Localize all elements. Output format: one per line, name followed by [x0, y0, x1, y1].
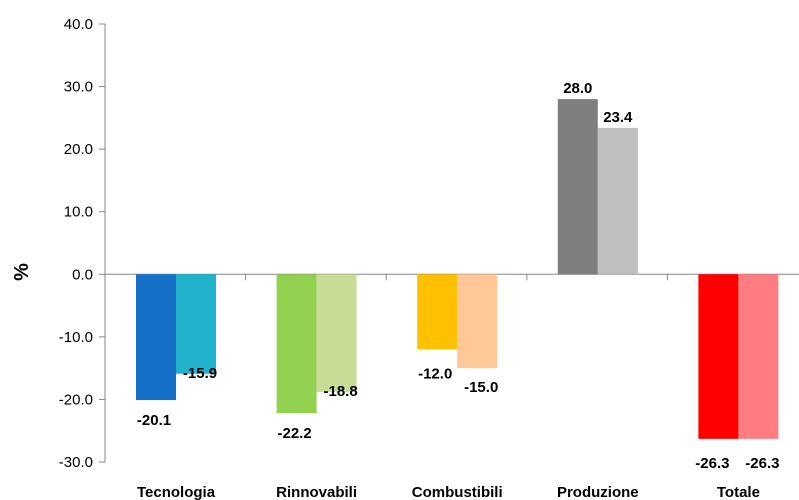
- data-label: -26.3: [745, 455, 779, 472]
- bar-totale-1: [698, 274, 739, 439]
- y-tick-label: 30.0: [64, 79, 93, 96]
- bar-tecnologia-2: [176, 274, 216, 374]
- y-tick-label: -10.0: [59, 329, 93, 346]
- bar-tecnologia-1: [136, 274, 176, 401]
- bars-group: [136, 99, 779, 439]
- x-tick-label: Rinnovabili: [276, 484, 357, 500]
- data-label: 23.4: [603, 109, 633, 126]
- axes: % 40.0 30.0 20.0 10.0 0.0 -10.0 -20.0 -30.0: [11, 16, 799, 471]
- data-label: -20.1: [137, 412, 171, 429]
- data-label: -12.0: [418, 365, 452, 382]
- data-labels-group: Tecnologia -20.1 -15.9 Rinnovabili -22.2 -18.…: [137, 80, 780, 500]
- x-tick-label: Combustibili: [412, 484, 503, 500]
- y-tick-label: 10.0: [64, 204, 93, 221]
- x-tick-label: Produzione: [557, 484, 639, 500]
- bar-totale-2: [738, 274, 779, 439]
- y-axis-title: %: [11, 263, 33, 281]
- y-tick-label: -20.0: [59, 391, 93, 408]
- bar-rinnovabili-1: [276, 274, 317, 414]
- y-tick-label: 20.0: [64, 141, 93, 158]
- data-label: -26.3: [695, 455, 729, 472]
- data-label: -15.9: [183, 365, 217, 382]
- data-label: 28.0: [563, 80, 592, 97]
- bar-produzione-2: [597, 127, 638, 275]
- y-tick-label: 40.0: [64, 16, 93, 33]
- bar-combustibili-1: [417, 274, 458, 350]
- bar-rinnovabili-2: [316, 274, 357, 392]
- bar-produzione-1: [557, 99, 598, 275]
- x-tick-label: Tecnologia: [137, 484, 216, 500]
- data-label: -22.2: [277, 425, 311, 442]
- y-tick-label: 0.0: [72, 266, 93, 283]
- data-label: -15.0: [464, 379, 498, 396]
- y-tick-label: -30.0: [59, 454, 93, 471]
- bar-combustibili-2: [457, 274, 498, 369]
- data-label: -18.8: [323, 383, 357, 400]
- x-tick-label: Totale: [717, 484, 760, 500]
